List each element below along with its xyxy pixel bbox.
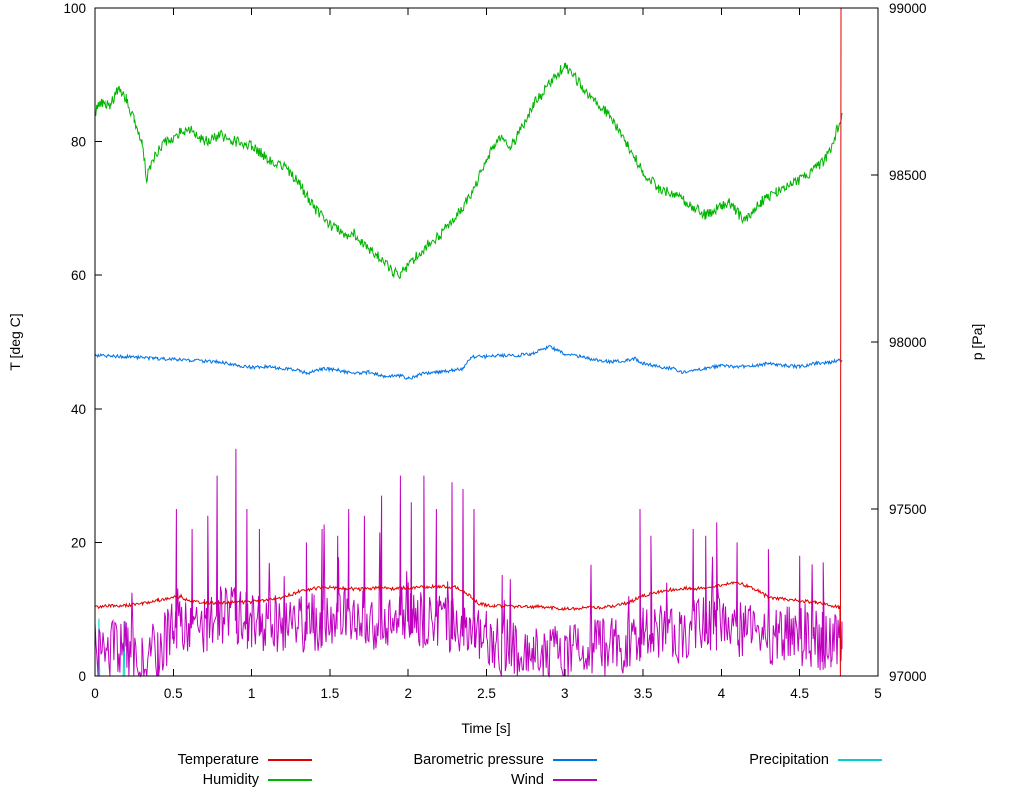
series-temperature bbox=[94, 7, 842, 677]
x-tick-label: 1 bbox=[248, 686, 256, 701]
x-tick-label: 3 bbox=[561, 686, 569, 701]
y-left-tick-label: 20 bbox=[71, 535, 86, 550]
y-right-tick-label: 98000 bbox=[889, 335, 927, 350]
legend-line-sample bbox=[553, 759, 597, 761]
legend-label: Barometric pressure bbox=[413, 752, 544, 768]
y-left-tick-label: 80 bbox=[71, 135, 86, 150]
y-left-tick-label: 40 bbox=[71, 402, 86, 417]
legend-entry-wind: Wind bbox=[511, 772, 597, 788]
y-right-tick-label: 98500 bbox=[889, 168, 927, 183]
legend-entry-temperature: Temperature bbox=[178, 752, 312, 768]
y-axis-label-left: T [deg C] bbox=[7, 313, 23, 371]
series-wind bbox=[94, 448, 843, 678]
x-tick-label: 4 bbox=[718, 686, 726, 701]
legend-label: Wind bbox=[510, 772, 544, 788]
x-tick-label: 5 bbox=[874, 686, 882, 701]
series-humidity bbox=[94, 62, 843, 280]
x-tick-label: 0.5 bbox=[164, 686, 183, 701]
y-right-tick-label: 99000 bbox=[889, 1, 927, 16]
y-right-tick-label: 97500 bbox=[889, 502, 927, 517]
y-right-tick-label: 97000 bbox=[889, 669, 927, 684]
y-axis-label-right: p [Pa] bbox=[969, 323, 985, 361]
legend-entry-pressure: Barometric pressure bbox=[413, 752, 597, 768]
legend-line-sample bbox=[553, 779, 597, 781]
y-left-tick-label: 60 bbox=[71, 268, 86, 283]
legend-line-sample bbox=[268, 779, 312, 781]
x-tick-label: 4.5 bbox=[790, 686, 809, 701]
plot-border bbox=[94, 7, 879, 677]
y-left-tick-label: 0 bbox=[78, 669, 86, 684]
x-tick-label: 2.5 bbox=[477, 686, 496, 701]
x-tick-label: 0 bbox=[91, 686, 99, 701]
legend-label: Humidity bbox=[202, 772, 259, 788]
legend-entry-precipitation: Precipitation bbox=[749, 752, 882, 768]
legend-label: Temperature bbox=[177, 752, 259, 768]
series-pressure bbox=[94, 344, 843, 380]
legend-line-sample bbox=[268, 759, 312, 761]
legend-label: Precipitation bbox=[749, 752, 829, 768]
x-axis-label: Time [s] bbox=[461, 720, 511, 736]
x-tick-label: 2 bbox=[404, 686, 412, 701]
x-tick-label: 1.5 bbox=[321, 686, 340, 701]
legend-entry-humidity: Humidity bbox=[203, 772, 312, 788]
y-left-tick-label: 100 bbox=[63, 1, 86, 16]
legend-line-sample bbox=[838, 759, 882, 761]
x-tick-label: 3.5 bbox=[634, 686, 653, 701]
